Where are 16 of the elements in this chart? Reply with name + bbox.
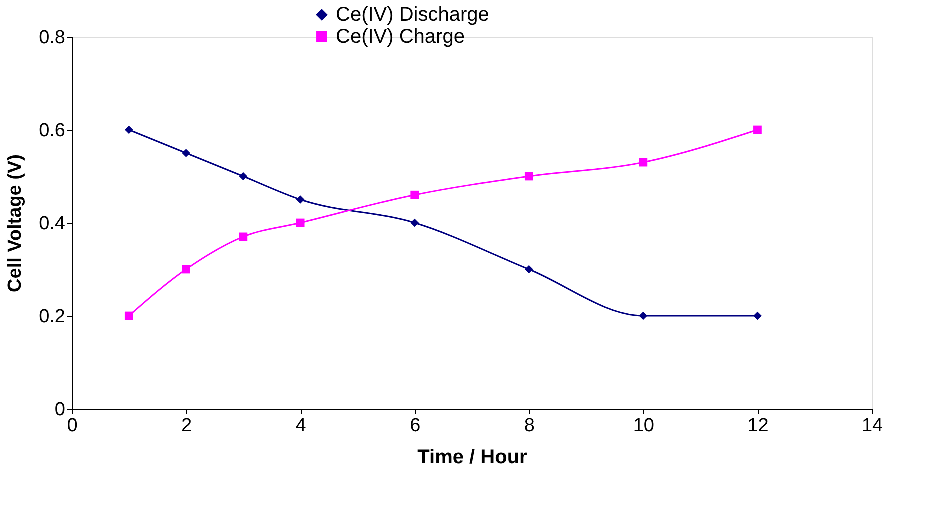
x-tick-label: 12 [748,416,769,436]
legend-label: Ce(IV) Charge [336,26,465,48]
x-tick-label: 2 [181,416,192,436]
x-tick-label: 6 [410,416,421,436]
x-tick-label: 8 [524,416,535,436]
y-tick-label: 0 [54,400,66,420]
y-tick-label: 0.8 [39,28,66,48]
x-tick-label: 14 [862,416,884,436]
y-tick-label: 0.4 [39,214,66,234]
x-tick-label: 4 [296,416,307,436]
legend-label: Ce(IV) Discharge [336,4,490,26]
x-tick-label: 10 [633,416,654,436]
y-axis-title: Cell Voltage (V) [5,154,26,292]
y-tick-label: 0.2 [39,306,66,328]
y-tick-label: 0.6 [39,120,66,142]
x-axis-title: Time / Hour [418,446,528,468]
